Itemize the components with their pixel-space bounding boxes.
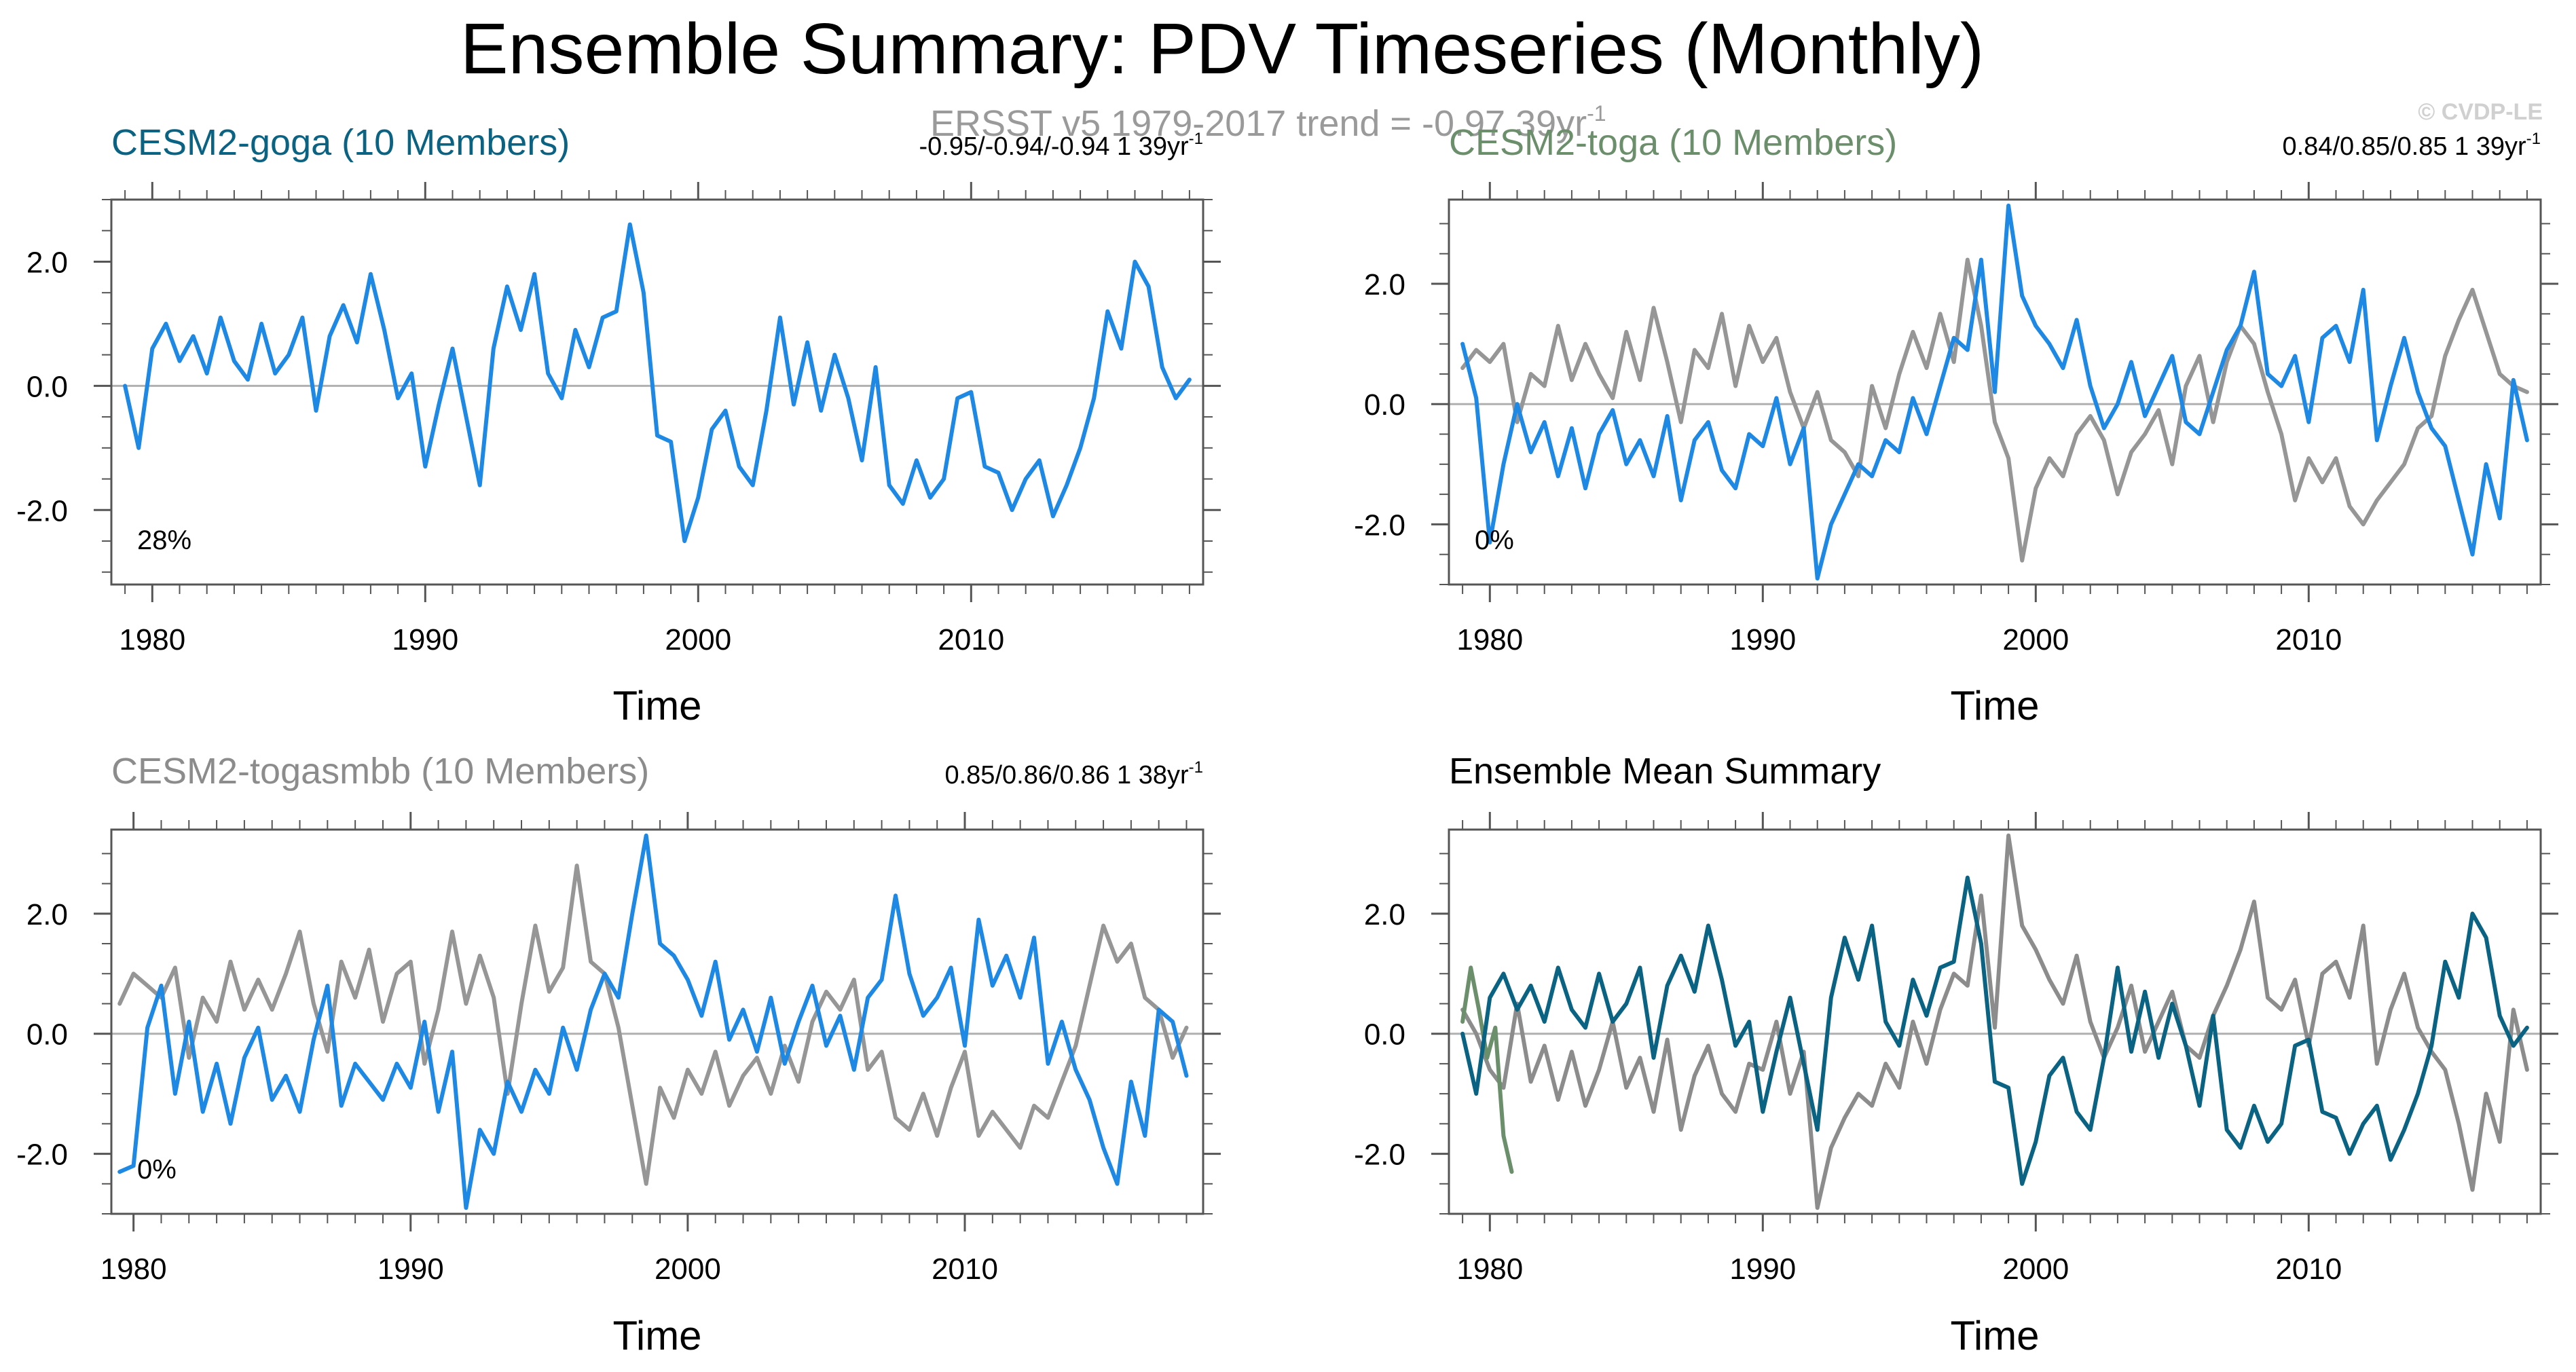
panel-goga: 1980 1990 2000 2010 -2.0 0.0 2.0 CESM2-goga (10…: [16, 122, 1221, 728]
x-tick-label: 1980: [119, 623, 185, 656]
panel-trend-label: 0.85/0.86/0.86 1 38yr-1: [944, 758, 1203, 790]
y-tick-label: 2.0: [26, 246, 68, 279]
x-tick-label: 2010: [2275, 1253, 2342, 1286]
watermark: © CVDP-LE: [2418, 99, 2543, 125]
plot-frame: [110, 828, 1204, 1215]
x-tick-label: 1990: [378, 1253, 444, 1286]
panel-trend-text: -0.95/-0.94/-0.94 1 39yr: [919, 132, 1189, 161]
panel-title: CESM2-goga (10 Members): [111, 122, 570, 163]
panel-trend-superscript: -1: [1189, 130, 1203, 148]
panel-trend-text: 0.84/0.85/0.85 1 39yr: [2282, 132, 2526, 161]
x-axis-label: Time: [612, 683, 701, 728]
x-axis-label: Time: [1950, 1313, 2039, 1358]
panel-trend-superscript: -1: [2526, 130, 2541, 148]
x-tick-label: 1990: [1729, 623, 1796, 656]
y-tick-label: 2.0: [26, 898, 68, 931]
panel-toga: 1980 1990 2000 2010 -2.0 0.0 2.0 CESM2-toga (10…: [1354, 122, 2558, 728]
x-tick-label: 1980: [100, 1253, 167, 1286]
observed-trend-text: ERSST v5 1979-2017 trend = -0.97 39yr: [930, 103, 1587, 144]
series-line-cesm2-togasmbb: [1460, 833, 2529, 1210]
observed-trend-label: ERSST v5 1979-2017 trend = -0.97 39yr-1: [930, 101, 1606, 144]
panel-title: Ensemble Mean Summary: [1449, 751, 1881, 792]
y-tick-label: 2.0: [1364, 898, 1405, 931]
x-tick-label: 1980: [1456, 1253, 1523, 1286]
x-tick-label: 2000: [2002, 623, 2069, 656]
plot-frame: [1448, 828, 2542, 1215]
x-tick-label: 2000: [655, 1253, 721, 1286]
y-tick-label: 2.0: [1364, 268, 1405, 301]
y-tick-label: 0.0: [26, 370, 68, 403]
plot-frame: [110, 198, 1204, 586]
panels: 1980 1990 2000 2010 -2.0 0.0 2.0 CESM2-goga (10…: [16, 122, 2558, 1358]
series-line-cesm2-goga: [1460, 875, 2529, 1186]
series-line-ensemble-member: [1460, 257, 2529, 563]
series-line-observed-pdv: [1460, 203, 2529, 581]
series-line-observed-pdv: [123, 222, 1192, 543]
y-tick-label: -2.0: [1354, 1138, 1405, 1172]
x-tick-label: 1980: [1456, 623, 1523, 656]
x-tick-label: 2010: [938, 623, 1004, 656]
panel-trend-superscript: -1: [1189, 758, 1203, 777]
panel-percent-label: 28%: [137, 525, 191, 555]
panel-title: CESM2-togasmbb (10 Members): [111, 751, 649, 792]
panel-trend-label: 0.84/0.85/0.85 1 39yr-1: [2282, 130, 2541, 161]
panel-percent-label: 0%: [1475, 525, 1514, 555]
y-tick-label: 0.0: [1364, 388, 1405, 422]
x-axis-label: Time: [1950, 683, 2039, 728]
series-line-observed-pdv: [117, 833, 1189, 1210]
y-tick-label: -2.0: [1354, 508, 1405, 542]
y-tick-label: 0.0: [26, 1018, 68, 1052]
plot-frame: [1448, 198, 2542, 586]
x-tick-label: 1990: [392, 623, 458, 656]
panel-trend-label: -0.95/-0.94/-0.94 1 39yr-1: [919, 130, 1203, 161]
x-tick-label: 1990: [1729, 1253, 1796, 1286]
series-line-cesm2-toga: [1460, 965, 1514, 1174]
y-tick-label: -2.0: [16, 1138, 68, 1172]
panel-trend-text: 0.85/0.86/0.86 1 38yr: [944, 761, 1189, 790]
observed-trend-superscript: -1: [1587, 101, 1606, 126]
x-tick-label: 2000: [665, 623, 731, 656]
panel-togasmbb: 1980 1990 2000 2010 -2.0 0.0 2.0 CESM2-togasmbb…: [16, 751, 1221, 1358]
panel-percent-label: 0%: [137, 1155, 177, 1185]
x-tick-label: 2010: [932, 1253, 998, 1286]
y-tick-label: -2.0: [16, 494, 68, 527]
y-tick-label: 0.0: [1364, 1018, 1405, 1052]
panel-ensemble-mean: 1980 1990 2000 2010 -2.0 0.0 2.0 Ensemble Mean …: [1354, 751, 2558, 1358]
panel-title: CESM2-toga (10 Members): [1449, 122, 1897, 163]
x-axis-label: Time: [612, 1313, 701, 1358]
x-tick-label: 2010: [2275, 623, 2342, 656]
series-line-ensemble-member: [117, 864, 1189, 1186]
figure-title: Ensemble Summary: PDV Timeseries (Monthl…: [460, 9, 1984, 89]
x-tick-label: 2000: [2002, 1253, 2069, 1286]
